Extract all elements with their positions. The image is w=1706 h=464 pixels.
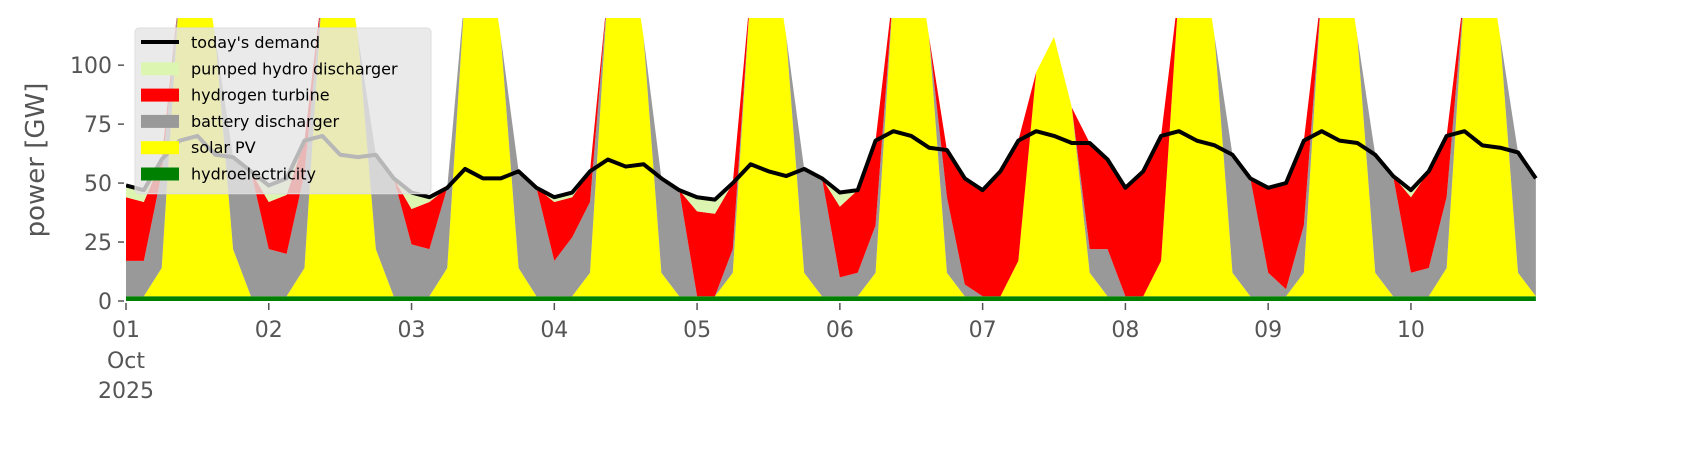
area-series (126, 18, 1536, 297)
y-tick-label: 50 (84, 172, 112, 197)
legend-label: pumped hydro discharger (191, 59, 398, 78)
axes: 0 25 50 75 100 01 02 03 04 05 06 07 08 09 10 Oct 2025 (70, 54, 1425, 404)
legend-label: battery discharger (191, 112, 339, 131)
legend-swatch (141, 62, 179, 76)
y-tick-label: 100 (70, 54, 112, 79)
x-tick-label: 10 (1397, 318, 1425, 343)
x-tick-sublabel: 2025 (98, 379, 154, 404)
x-tick-label: 06 (826, 318, 854, 343)
legend-label: hydroelectricity (191, 165, 316, 184)
legend-label: today's demand (191, 33, 320, 52)
x-tick-label: 03 (398, 318, 426, 343)
legend-swatch (141, 141, 179, 155)
legend-label: hydrogen turbine (191, 86, 330, 105)
legend-box (134, 27, 432, 195)
x-tick-label: 08 (1111, 318, 1139, 343)
x-tick-label: 01 (112, 318, 140, 343)
legend-swatch (141, 88, 179, 102)
y-tick-label: 75 (84, 113, 112, 138)
x-tick-label: 07 (969, 318, 997, 343)
legend: today's demand pumped hydro discharger hyd… (134, 27, 432, 195)
legend-label: solar PV (191, 138, 256, 157)
legend-swatch (141, 167, 179, 181)
area-series (126, 296, 1536, 301)
x-tick-label: 09 (1254, 318, 1282, 343)
x-tick-sublabel: Oct (107, 349, 145, 374)
x-tick-label: 02 (255, 318, 283, 343)
x-tick-label: 04 (540, 318, 568, 343)
legend-swatch (141, 114, 179, 128)
x-tick-label: 05 (683, 318, 711, 343)
area-series (126, 18, 1536, 297)
y-tick-label: 0 (98, 290, 112, 315)
y-axis-label: power [GW] (21, 83, 51, 238)
y-tick-label: 25 (84, 231, 112, 256)
